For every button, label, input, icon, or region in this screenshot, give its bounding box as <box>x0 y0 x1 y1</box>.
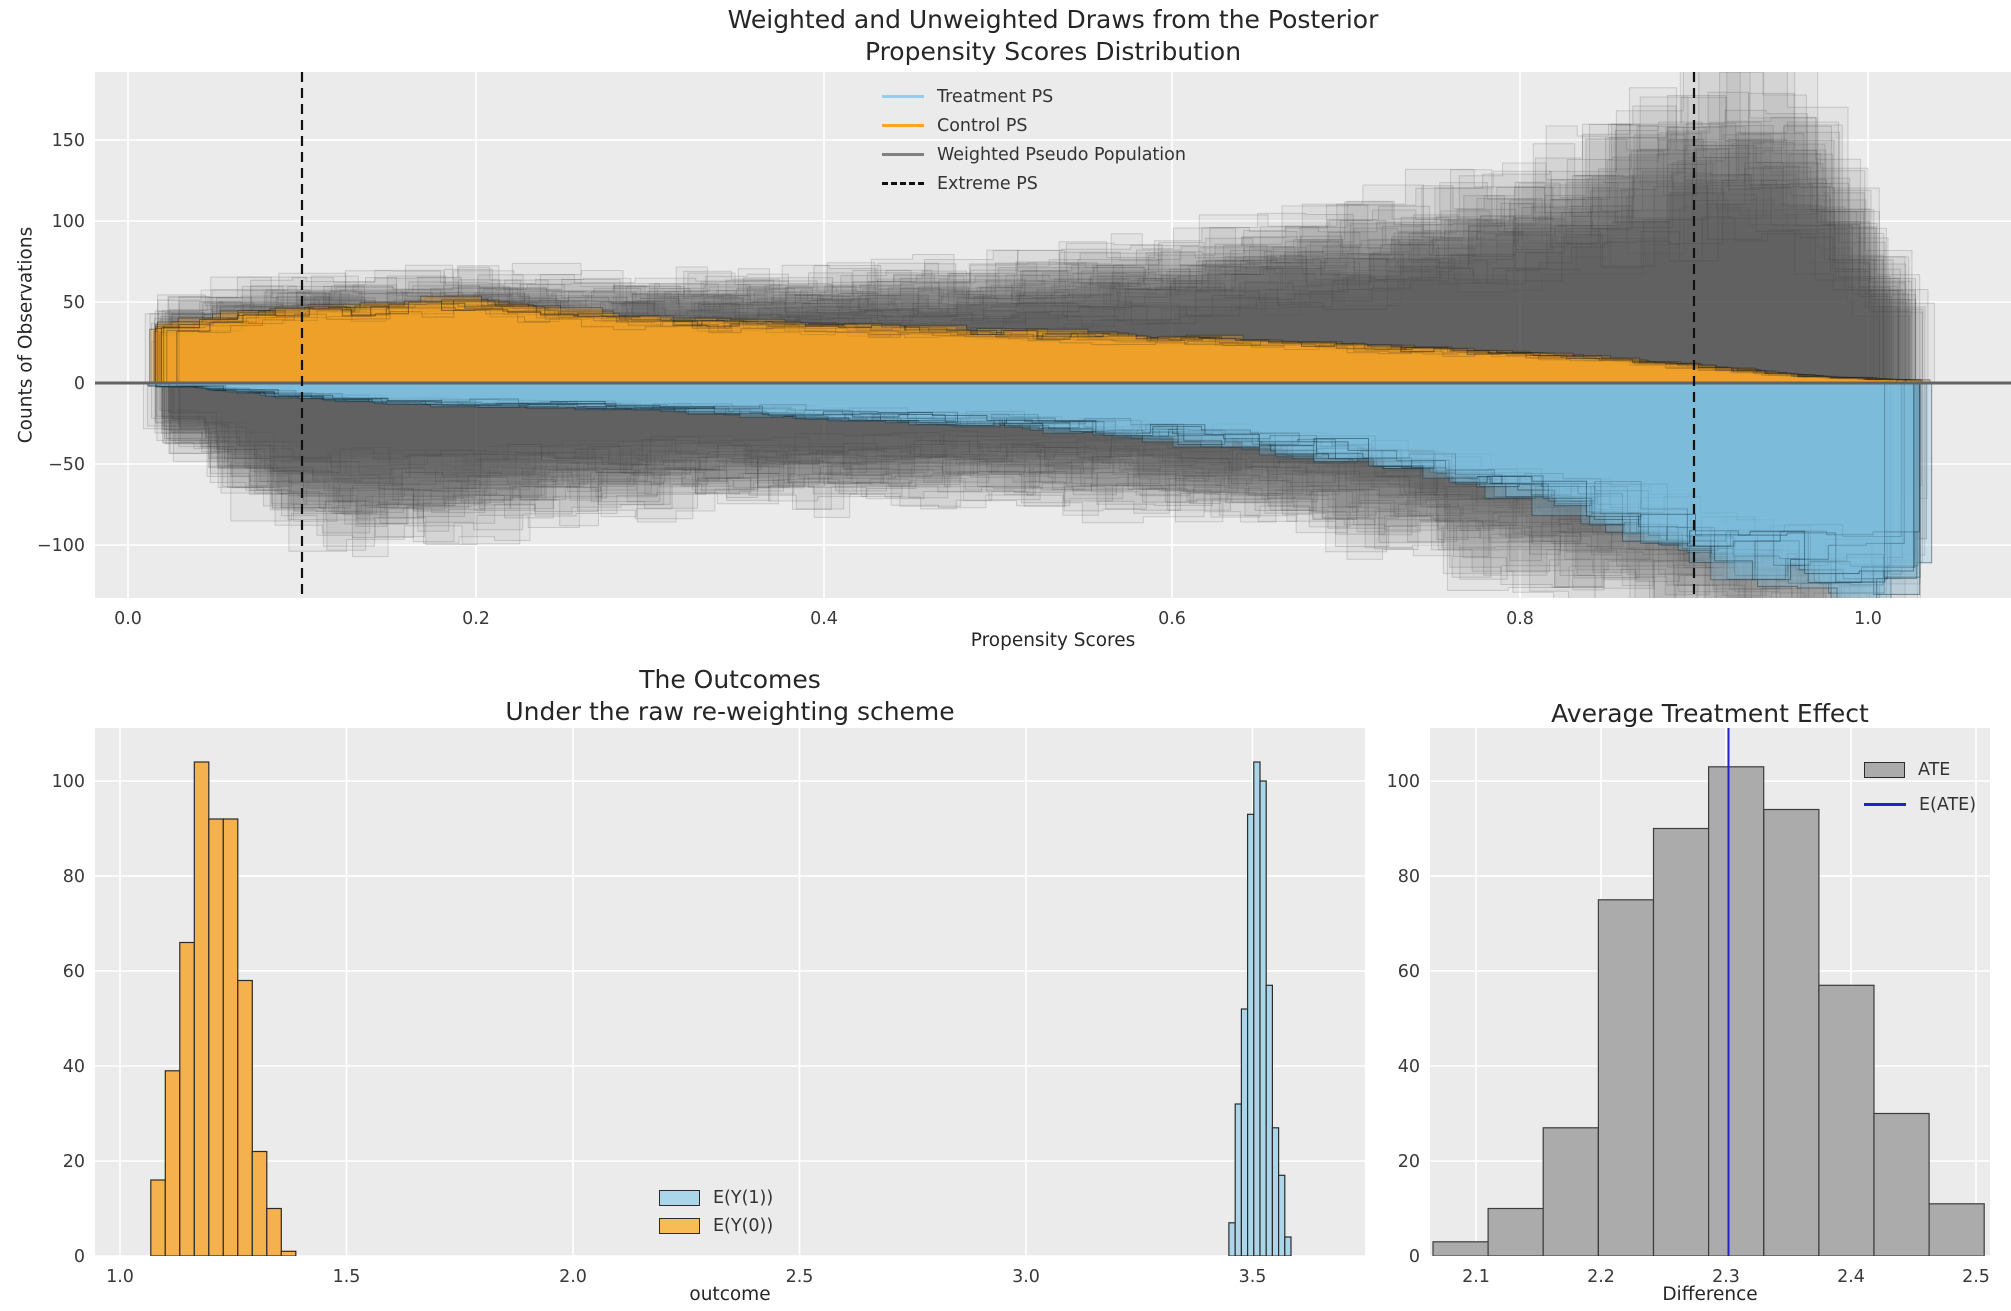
svg-text:0.8: 0.8 <box>1506 609 1534 629</box>
svg-text:2.5: 2.5 <box>786 1267 814 1287</box>
svg-text:20: 20 <box>63 1152 85 1172</box>
svg-text:2.4: 2.4 <box>1837 1267 1865 1287</box>
legend-label: Treatment PS <box>937 86 1054 107</box>
top-chart-legend: Treatment PS Control PS Weighted Pseudo … <box>882 82 1186 198</box>
legend-row-ate: ATE <box>1864 752 1976 787</box>
legend-row-extreme-ps: Extreme PS <box>882 169 1186 198</box>
svg-text:0.0: 0.0 <box>114 609 142 629</box>
svg-text:0.6: 0.6 <box>1158 609 1186 629</box>
svg-text:40: 40 <box>63 1057 85 1077</box>
ate-chart-legend: ATE E(ATE) <box>1864 752 1976 822</box>
top-chart-ylabel: Counts of Observations <box>15 226 37 444</box>
svg-text:2.2: 2.2 <box>1587 1267 1615 1287</box>
extreme-ps-dashed-swatch-icon <box>882 182 924 185</box>
svg-text:−100: −100 <box>37 536 85 556</box>
svg-text:150: 150 <box>52 131 85 151</box>
legend-row-treatment-ps: Treatment PS <box>882 82 1186 111</box>
legend-row-weighted-pseudo-population: Weighted Pseudo Population <box>882 140 1186 169</box>
svg-text:0: 0 <box>1409 1247 1420 1267</box>
ey1-patch-swatch-icon <box>659 1190 700 1206</box>
legend-label: ATE <box>1918 759 1951 780</box>
svg-text:1.0: 1.0 <box>106 1267 134 1287</box>
svg-text:100: 100 <box>1387 772 1420 792</box>
ate-patch-swatch-icon <box>1864 761 1905 778</box>
treatment-ps-line-swatch-icon <box>882 95 924 98</box>
ey0-patch-swatch-icon <box>659 1218 700 1234</box>
legend-label: E(Y(0)) <box>713 1216 774 1236</box>
svg-text:100: 100 <box>52 212 85 232</box>
svg-text:1.0: 1.0 <box>1854 609 1882 629</box>
legend-row-ey1: E(Y(1)) <box>659 1184 773 1212</box>
svg-text:3.5: 3.5 <box>1239 1267 1267 1287</box>
legend-row-control-ps: Control PS <box>882 111 1186 140</box>
svg-text:1.5: 1.5 <box>333 1267 361 1287</box>
legend-label: Control PS <box>937 115 1028 136</box>
svg-text:2.5: 2.5 <box>1962 1267 1990 1287</box>
svg-text:0.4: 0.4 <box>810 609 838 629</box>
control-ps-line-swatch-icon <box>882 124 924 127</box>
legend-label: E(Y(1)) <box>713 1188 774 1208</box>
legend-label: E(ATE) <box>1919 794 1977 815</box>
svg-text:2.3: 2.3 <box>1712 1267 1740 1287</box>
svg-text:20: 20 <box>1398 1152 1420 1172</box>
legend-row-eate: E(ATE) <box>1864 787 1976 822</box>
svg-text:2.1: 2.1 <box>1462 1267 1490 1287</box>
svg-text:0: 0 <box>74 1247 85 1267</box>
legend-label: Weighted Pseudo Population <box>937 144 1186 165</box>
weighted-pseudo-line-swatch-icon <box>882 153 924 156</box>
svg-text:−50: −50 <box>48 455 85 475</box>
svg-text:2.0: 2.0 <box>559 1267 587 1287</box>
svg-text:50: 50 <box>63 293 85 313</box>
svg-text:0.2: 0.2 <box>462 609 490 629</box>
legend-row-ey0: E(Y(0)) <box>659 1212 773 1240</box>
svg-text:0: 0 <box>74 374 85 394</box>
legend-label: Extreme PS <box>937 173 1038 194</box>
svg-text:60: 60 <box>63 962 85 982</box>
svg-text:40: 40 <box>1398 1057 1420 1077</box>
svg-text:60: 60 <box>1398 962 1420 982</box>
eate-line-swatch-icon <box>1864 803 1906 806</box>
svg-text:3.0: 3.0 <box>1012 1267 1040 1287</box>
svg-text:80: 80 <box>63 867 85 887</box>
svg-text:80: 80 <box>1398 867 1420 887</box>
svg-text:100: 100 <box>52 772 85 792</box>
outcomes-chart-legend: E(Y(1)) E(Y(0)) <box>659 1184 773 1240</box>
